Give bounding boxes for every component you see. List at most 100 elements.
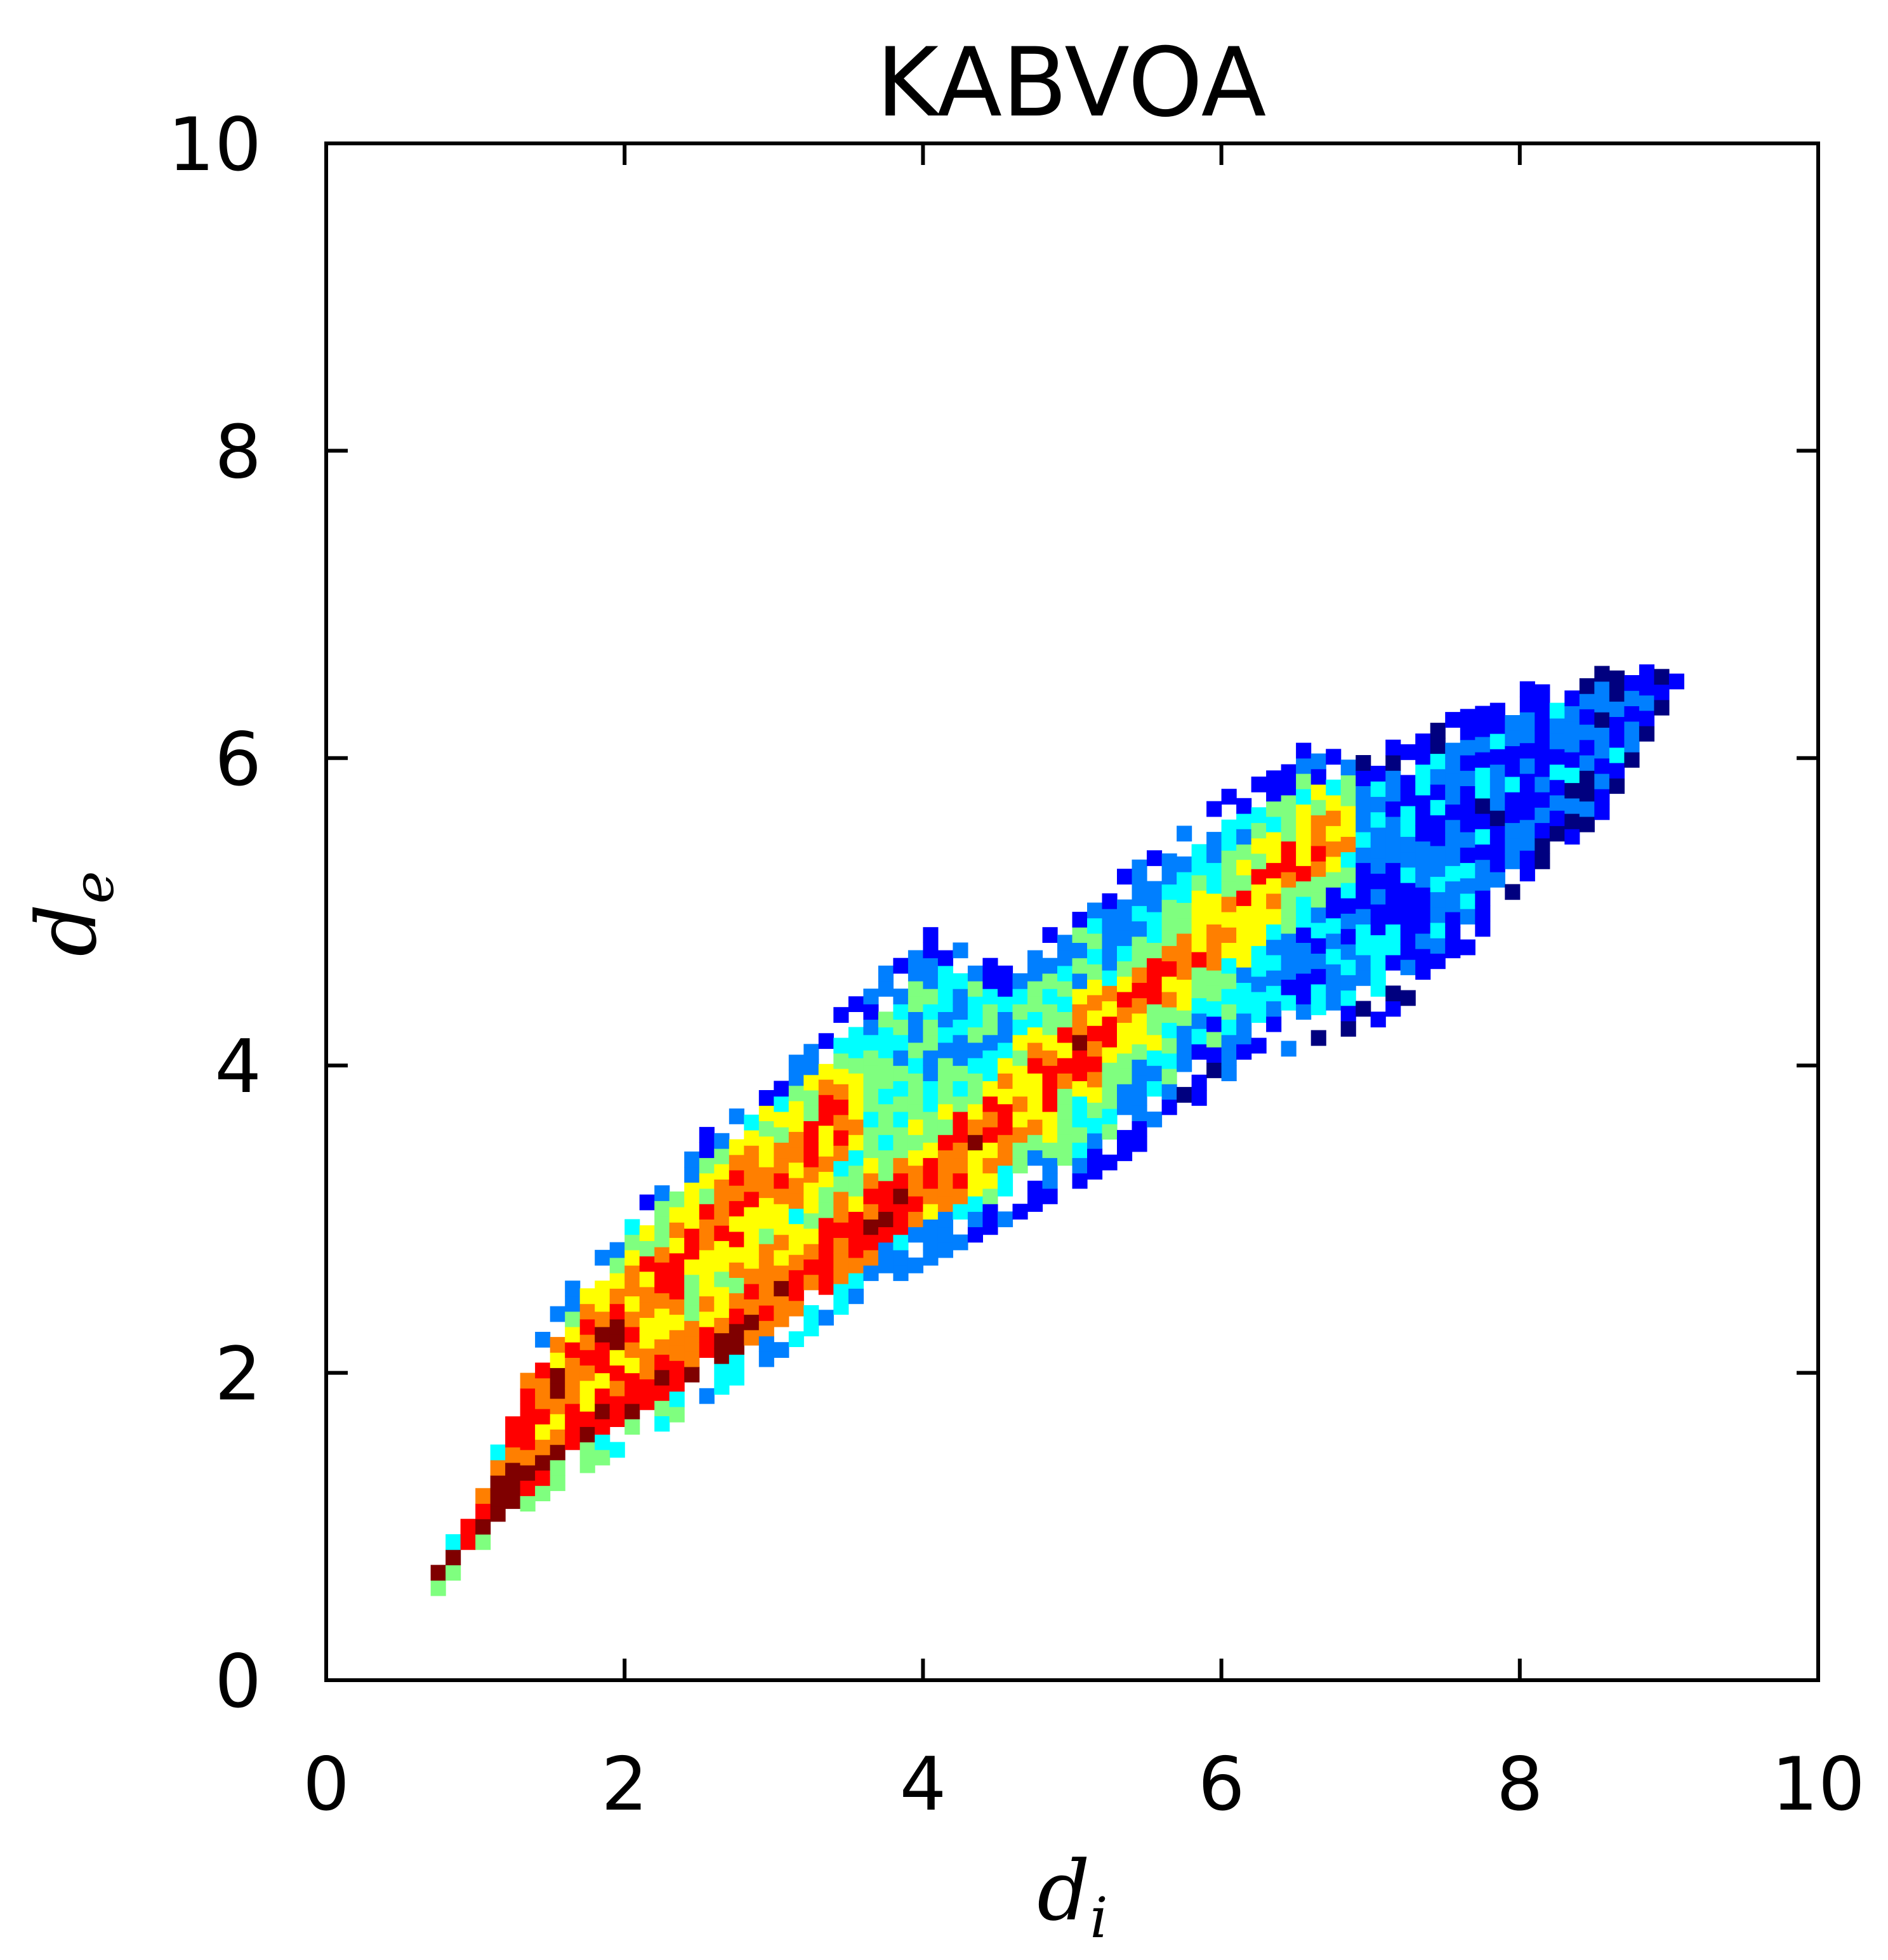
- heatmap-cell: [1639, 680, 1654, 696]
- heatmap-cell: [1639, 695, 1654, 711]
- heatmap-cell: [774, 1157, 789, 1174]
- heatmap-cell: [475, 1488, 491, 1504]
- heatmap-cell: [803, 1105, 819, 1121]
- heatmap-cell: [923, 1127, 939, 1143]
- heatmap-cell: [818, 1095, 834, 1110]
- heatmap-cell: [1072, 957, 1088, 974]
- heatmap-cell: [1161, 1022, 1177, 1039]
- heatmap-cell: [1027, 1073, 1043, 1089]
- heatmap-cell: [1236, 829, 1252, 845]
- heatmap-cell: [624, 1311, 640, 1327]
- heatmap-cell: [714, 1348, 730, 1364]
- heatmap-cell: [1206, 1031, 1222, 1048]
- heatmap-cell: [774, 1188, 789, 1204]
- heatmap-cell: [878, 1119, 894, 1135]
- heatmap-cell: [1535, 761, 1550, 777]
- heatmap-cell: [1206, 909, 1222, 924]
- heatmap-cell: [1132, 1013, 1147, 1029]
- heatmap-cell: [1445, 881, 1461, 897]
- heatmap-cell: [505, 1431, 521, 1448]
- heatmap-cell: [1296, 758, 1312, 774]
- heatmap-cell: [1117, 899, 1133, 916]
- heatmap-cell: [967, 1165, 983, 1181]
- heatmap-cell: [550, 1429, 565, 1445]
- heatmap-cell: [893, 989, 909, 1004]
- heatmap-cell: [565, 1388, 581, 1404]
- heatmap-cell: [609, 1273, 625, 1289]
- y-axis-ticks: 0 2 4 6 8 10: [168, 102, 1818, 1725]
- heatmap-cell: [654, 1216, 670, 1232]
- heatmap-cell: [1549, 702, 1565, 719]
- heatmap-cell: [1281, 964, 1297, 980]
- heatmap-cell: [595, 1326, 611, 1343]
- heatmap-cell: [863, 1157, 879, 1174]
- heatmap-cell: [1535, 853, 1550, 869]
- heatmap-cell: [1132, 967, 1147, 983]
- y-tick-label: 6: [215, 717, 261, 803]
- heatmap-cell: [1609, 670, 1625, 687]
- heatmap-cell: [1326, 918, 1342, 934]
- heatmap-cell: [1087, 1010, 1103, 1026]
- heatmap-cell: [579, 1380, 595, 1397]
- heatmap-cell: [774, 1311, 789, 1327]
- heatmap-cell: [1087, 918, 1103, 934]
- heatmap-cell: [1400, 836, 1416, 853]
- heatmap-cell: [565, 1372, 581, 1389]
- heatmap-cell: [1340, 959, 1356, 975]
- heatmap-cell: [1191, 921, 1207, 937]
- heatmap-cell: [1594, 712, 1610, 728]
- heatmap-cell: [1102, 970, 1118, 986]
- heatmap-cell: [788, 1270, 804, 1286]
- heatmap-cell: [953, 1004, 968, 1020]
- heatmap-cell: [1117, 1129, 1133, 1146]
- heatmap-cell: [1505, 730, 1521, 746]
- heatmap-cell: [803, 1074, 819, 1091]
- heatmap-cell: [1594, 789, 1610, 805]
- heatmap-cell: [729, 1262, 744, 1278]
- heatmap-cell: [1296, 973, 1312, 989]
- heatmap-cell: [1072, 1142, 1088, 1159]
- heatmap-cell: [788, 1223, 804, 1240]
- heatmap-cell: [908, 950, 923, 966]
- heatmap-cell: [639, 1240, 655, 1257]
- heatmap-cell: [1221, 927, 1237, 943]
- plot-frame: [324, 141, 1820, 1682]
- heatmap-cell: [1206, 1062, 1222, 1079]
- heatmap-cell: [1057, 1088, 1073, 1105]
- heatmap-cell: [1117, 976, 1133, 992]
- heatmap-cell: [1266, 786, 1282, 802]
- heatmap-cell: [729, 1292, 744, 1309]
- heatmap-cell: [1221, 989, 1237, 1004]
- y-tick-label: 0: [215, 1639, 261, 1725]
- heatmap-cell: [460, 1534, 476, 1550]
- heatmap-cell: [729, 1185, 744, 1201]
- heatmap-cell: [595, 1280, 611, 1297]
- heatmap-cell: [1370, 1011, 1386, 1028]
- heatmap-cell: [505, 1447, 521, 1463]
- heatmap-cell: [1161, 991, 1177, 1008]
- heatmap-cell: [1161, 869, 1177, 885]
- heatmap-cell: [1072, 912, 1088, 928]
- heatmap-cell: [579, 1319, 595, 1335]
- heatmap-cell: [908, 1196, 923, 1212]
- heatmap-cell: [1042, 1004, 1058, 1020]
- heatmap-cell: [923, 973, 939, 989]
- heatmap-cell: [953, 1050, 968, 1066]
- heatmap-cell: [1400, 790, 1416, 806]
- heatmap-cell: [878, 1150, 894, 1166]
- heatmap-cell: [1012, 1204, 1028, 1220]
- heatmap-cell: [1385, 924, 1401, 940]
- heatmap-cell: [818, 1140, 834, 1157]
- heatmap-cell: [1385, 832, 1401, 848]
- heatmap-cell: [1057, 935, 1073, 951]
- heatmap-cell: [684, 1228, 700, 1244]
- heatmap-cell: [923, 1219, 939, 1235]
- heatmap-cell: [520, 1419, 536, 1435]
- heatmap-cell: [1594, 758, 1610, 774]
- heatmap-cell: [654, 1339, 670, 1355]
- heatmap-cell: [998, 1180, 1013, 1197]
- heatmap-cell: [1266, 954, 1282, 971]
- heatmap-cell: [1191, 952, 1207, 968]
- heatmap-cell: [1609, 763, 1625, 779]
- heatmap-cell: [1206, 970, 1222, 986]
